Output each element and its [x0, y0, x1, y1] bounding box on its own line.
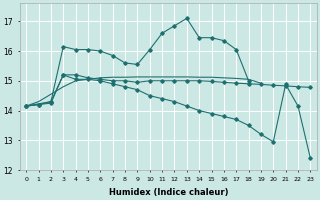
X-axis label: Humidex (Indice chaleur): Humidex (Indice chaleur): [108, 188, 228, 197]
